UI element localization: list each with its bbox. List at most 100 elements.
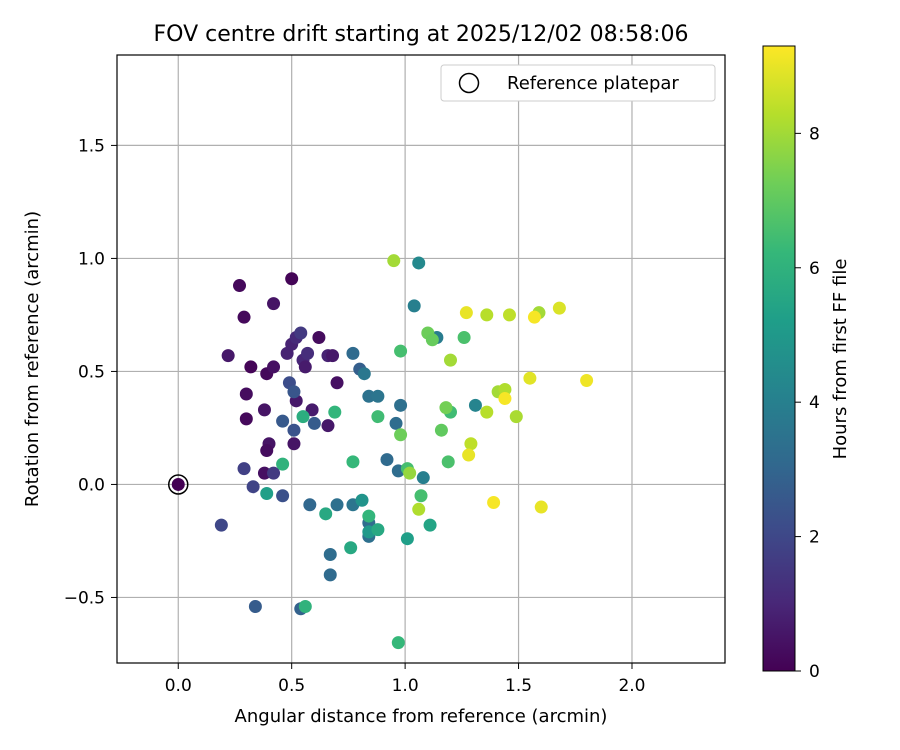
data-point bbox=[412, 256, 426, 270]
data-point bbox=[323, 548, 337, 562]
x-axis-ticks: 0.0 0.5 1.0 1.5 2.0 bbox=[165, 663, 646, 696]
data-point bbox=[380, 453, 394, 467]
data-point bbox=[371, 389, 385, 403]
data-point bbox=[276, 457, 290, 471]
data-point bbox=[387, 254, 401, 268]
data-point bbox=[239, 387, 253, 401]
data-point bbox=[246, 480, 260, 494]
data-point bbox=[301, 346, 315, 360]
y-axis-label: Rotation from reference (arcmin) bbox=[22, 211, 43, 507]
data-point bbox=[239, 412, 253, 426]
data-point bbox=[326, 349, 340, 363]
data-point bbox=[233, 279, 247, 293]
data-point bbox=[480, 405, 494, 419]
data-point bbox=[412, 502, 426, 516]
data-point bbox=[287, 385, 301, 399]
data-points bbox=[214, 254, 594, 650]
y-tick-label: 1.5 bbox=[78, 136, 105, 156]
data-point bbox=[498, 392, 512, 406]
data-point bbox=[468, 398, 482, 412]
colorbar-label: Hours from first FF file bbox=[830, 259, 851, 460]
data-point bbox=[498, 383, 512, 397]
data-point bbox=[403, 466, 417, 480]
data-point bbox=[328, 405, 342, 419]
data-point bbox=[441, 455, 455, 469]
x-tick-label: 1.0 bbox=[392, 676, 419, 696]
chart-title: FOV centre drift starting at 2025/12/02 … bbox=[154, 22, 689, 47]
data-point bbox=[464, 437, 478, 451]
data-point bbox=[439, 401, 453, 415]
data-point bbox=[400, 532, 414, 546]
data-point bbox=[416, 471, 430, 485]
data-point bbox=[425, 333, 439, 347]
data-point bbox=[257, 403, 271, 417]
data-point bbox=[260, 486, 274, 500]
data-point bbox=[389, 416, 403, 430]
data-point bbox=[214, 518, 228, 532]
data-point bbox=[321, 419, 335, 433]
data-point bbox=[323, 568, 337, 582]
y-tick-label: 1.0 bbox=[78, 249, 105, 269]
data-point bbox=[371, 523, 385, 537]
data-point bbox=[276, 489, 290, 503]
data-point bbox=[394, 344, 408, 358]
y-tick-label: 0.5 bbox=[78, 362, 105, 382]
data-point bbox=[298, 599, 312, 613]
colorbar: 0 2 4 6 8 Hours from first FF file bbox=[762, 45, 851, 682]
legend-marker bbox=[458, 72, 480, 94]
data-point bbox=[267, 466, 281, 480]
colorbar-tick-label: 8 bbox=[809, 124, 820, 144]
x-axis-label: Angular distance from reference (arcmin) bbox=[235, 706, 608, 727]
data-point bbox=[244, 360, 258, 374]
data-point bbox=[534, 500, 548, 514]
plot-frame bbox=[116, 54, 726, 664]
data-point bbox=[371, 410, 385, 424]
reference-dot bbox=[171, 477, 185, 491]
data-point bbox=[319, 507, 333, 521]
data-point bbox=[294, 326, 308, 340]
data-point bbox=[414, 489, 428, 503]
data-point bbox=[298, 360, 312, 374]
colorbar-tick-label: 6 bbox=[809, 259, 820, 279]
reference-ring bbox=[168, 474, 189, 495]
data-point bbox=[346, 346, 360, 360]
data-point bbox=[362, 389, 376, 403]
x-tick-label: 0.0 bbox=[165, 676, 192, 696]
data-point bbox=[459, 306, 473, 320]
data-point bbox=[423, 518, 437, 532]
colorbar-tick-label: 2 bbox=[809, 528, 820, 548]
data-point bbox=[330, 376, 344, 390]
data-point bbox=[285, 272, 299, 286]
colorbar-ticks: 0 2 4 6 8 bbox=[795, 124, 820, 682]
data-point bbox=[267, 360, 281, 374]
legend: Reference platepar bbox=[440, 64, 716, 102]
data-point bbox=[287, 423, 301, 437]
colorbar-tick-label: 4 bbox=[809, 393, 820, 413]
data-point bbox=[580, 373, 594, 387]
data-point bbox=[287, 437, 301, 451]
data-point bbox=[407, 299, 421, 313]
grid bbox=[117, 55, 725, 663]
data-point bbox=[394, 428, 408, 442]
data-point bbox=[552, 301, 566, 315]
data-point bbox=[276, 414, 290, 428]
data-point bbox=[394, 398, 408, 412]
data-point bbox=[260, 444, 274, 458]
colorbar-gradient bbox=[762, 45, 796, 672]
data-point bbox=[362, 509, 376, 523]
data-point bbox=[487, 496, 501, 510]
data-point bbox=[221, 349, 235, 363]
colorbar-tick-label: 0 bbox=[809, 662, 820, 682]
data-point bbox=[391, 636, 405, 650]
x-tick-label: 1.5 bbox=[505, 676, 532, 696]
data-point bbox=[257, 466, 271, 480]
x-tick-label: 0.5 bbox=[278, 676, 305, 696]
data-point bbox=[237, 462, 251, 476]
data-point bbox=[462, 448, 476, 462]
legend-label: Reference platepar bbox=[507, 73, 679, 94]
data-point bbox=[296, 410, 310, 424]
y-axis-ticks: −0.5 0.0 0.5 1.0 1.5 bbox=[64, 136, 117, 608]
data-point bbox=[434, 423, 448, 437]
legend-box bbox=[440, 64, 716, 102]
